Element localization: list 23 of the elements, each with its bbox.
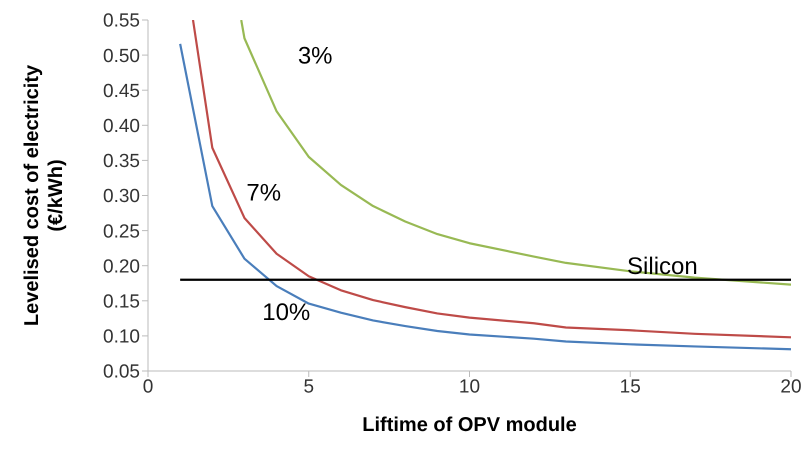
y-tick-label: 0.05 [103,362,140,383]
y-tick-label: 0.55 [103,10,140,32]
y-tick-label: 0.20 [103,256,140,278]
x-tick-label: 20 [780,376,802,398]
series-label: Silicon [627,253,698,280]
x-tick-label: 5 [303,376,314,398]
x-tick-label: 0 [142,376,154,398]
y-tick-label: 0.25 [103,221,140,242]
line-series [240,20,791,286]
series-label: 3% [298,42,333,70]
y-axis-title: Levelised cost of electricity (€/kWh) [21,64,67,326]
x-axis-title: Liftime of OPV module [362,414,577,436]
y-tick-label: 0.45 [103,80,140,102]
series-label: 10% [262,298,310,326]
y-tick-label: 0.15 [103,292,140,313]
y-tick-label: 0.35 [103,151,140,172]
y-tick-label: 0.50 [103,46,140,67]
y-tick-label: 0.10 [103,326,140,348]
series-label: 7% [246,180,282,207]
y-tick-label: 0.40 [103,116,140,138]
x-tick-label: 15 [620,376,641,398]
x-tick-label: 10 [458,376,480,398]
y-tick-label: 0.30 [103,186,140,208]
